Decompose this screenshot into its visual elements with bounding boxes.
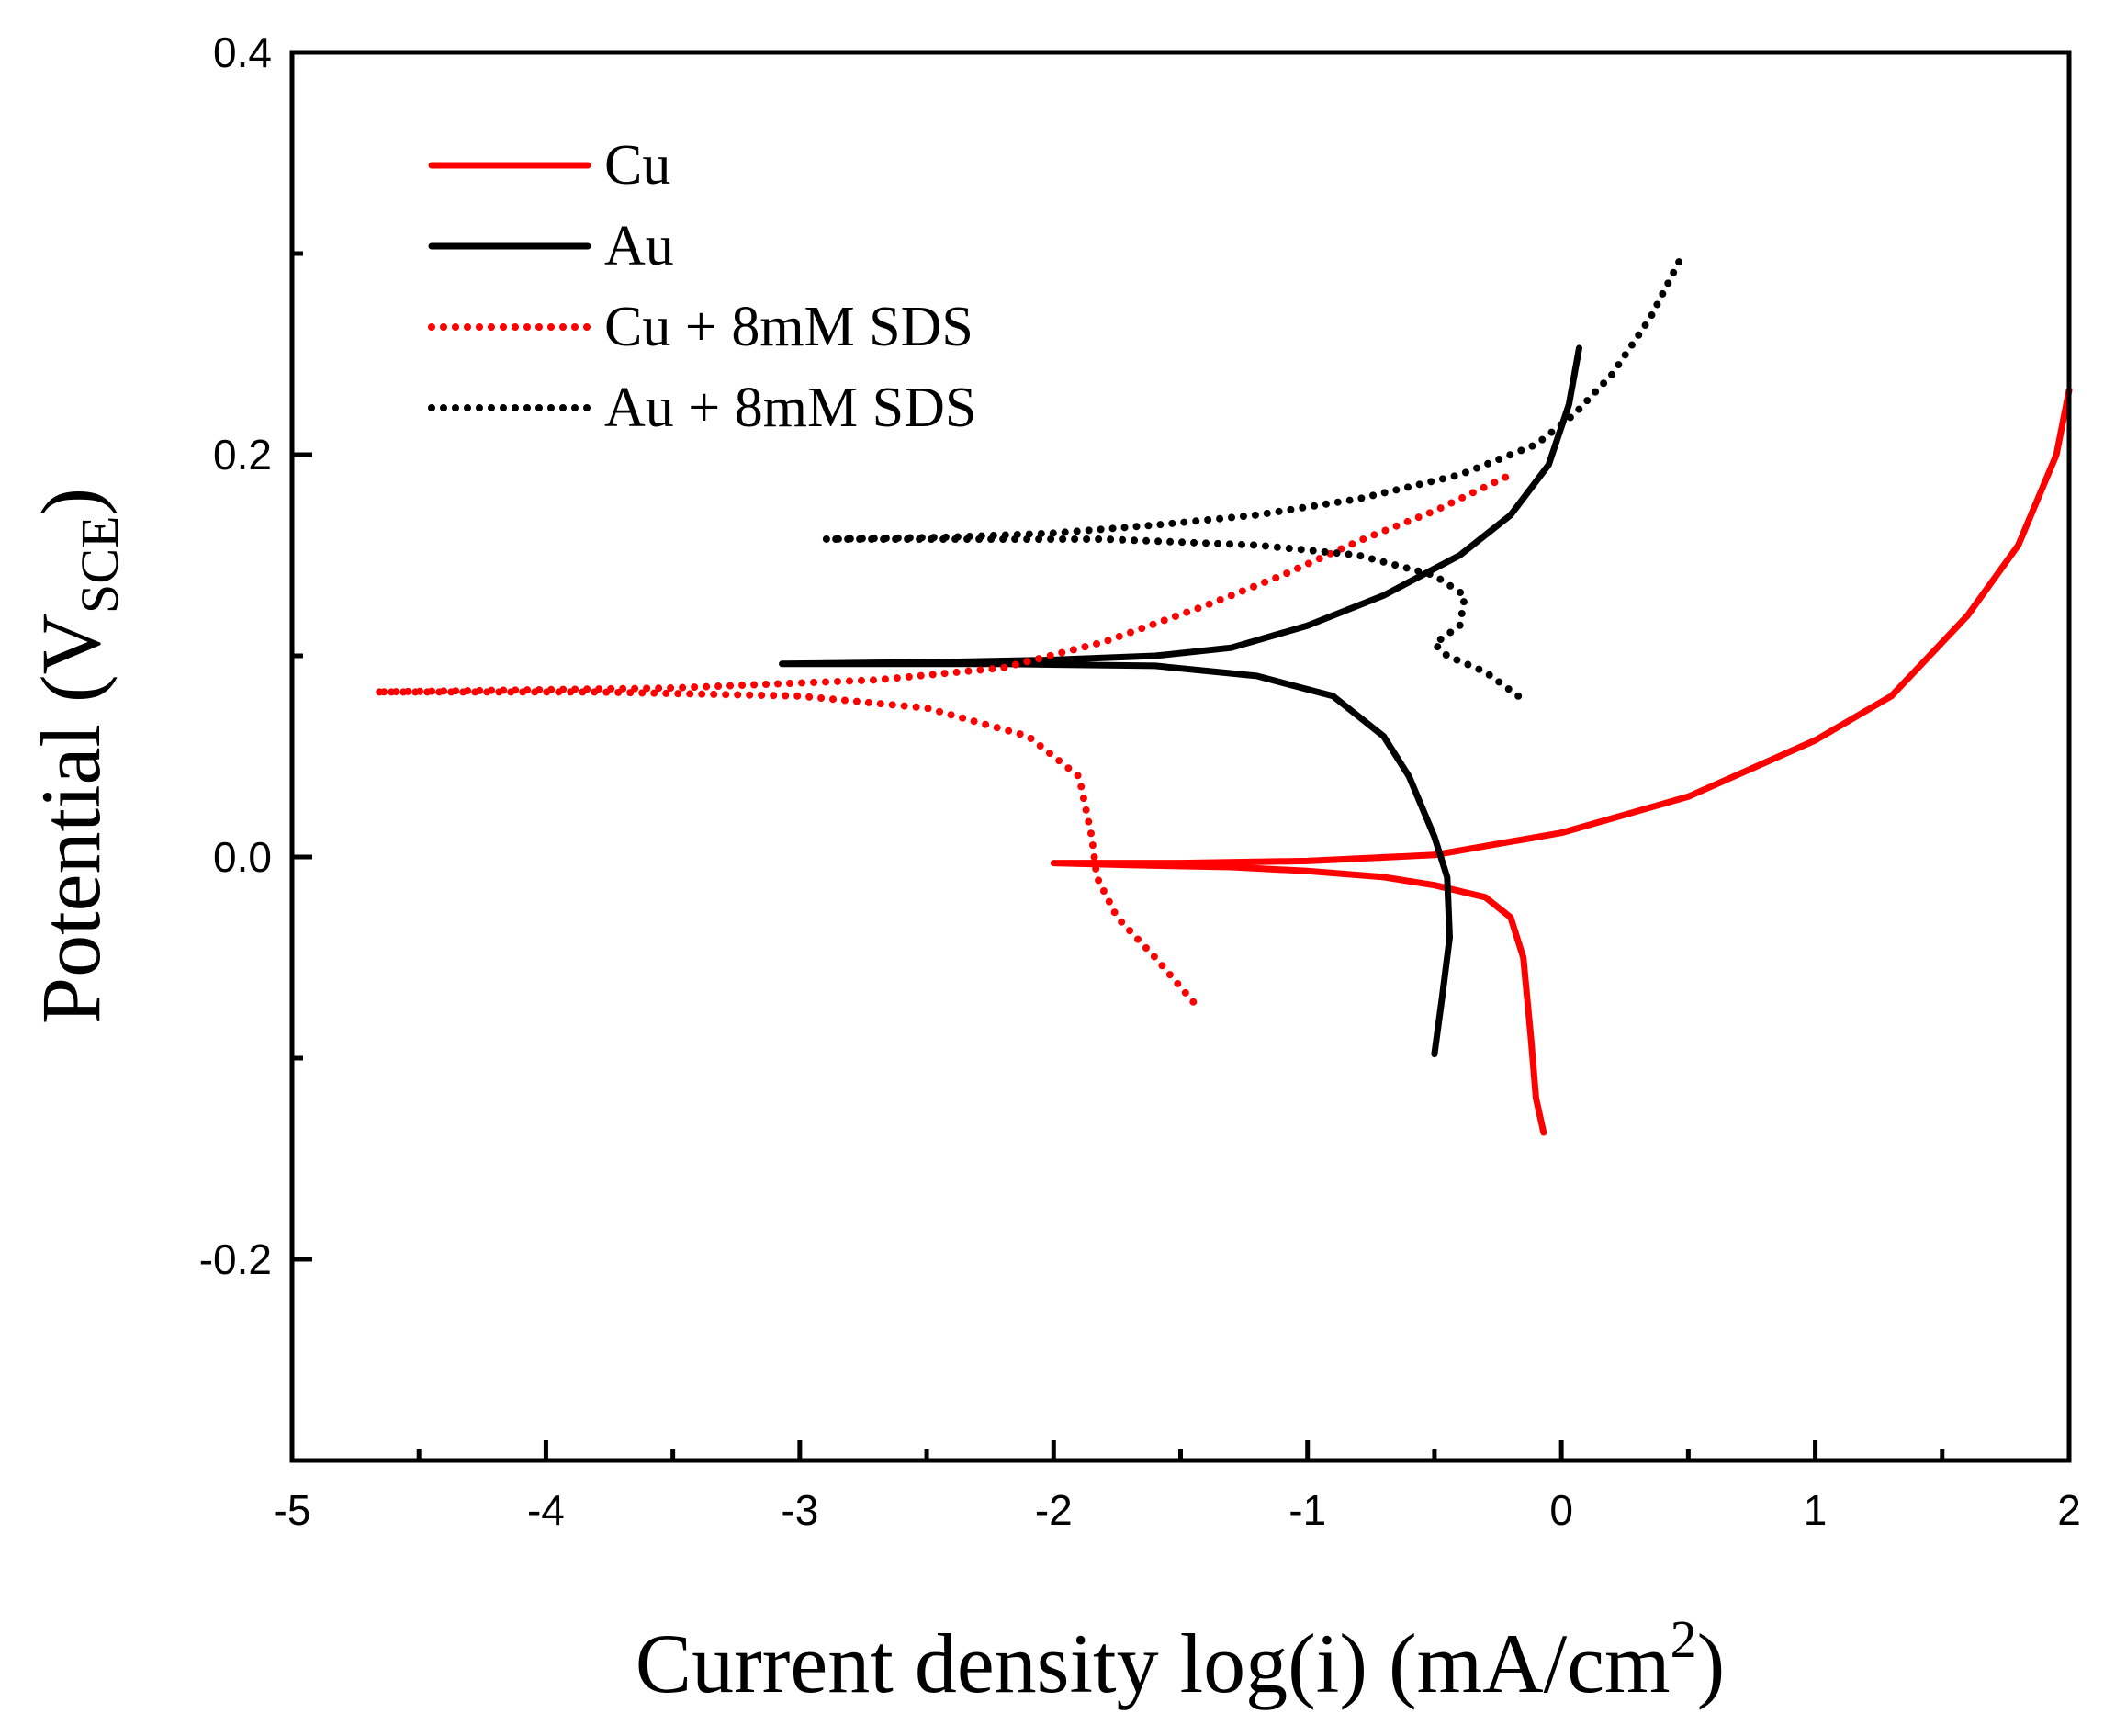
legend-label-3: Cu + 8mM SDS — [604, 296, 973, 358]
x-tick-label: -2 — [1035, 1486, 1073, 1534]
ticks-layer — [289, 50, 2072, 1463]
x-tick-label: -5 — [274, 1486, 311, 1534]
x-tick-label: 2 — [2057, 1486, 2081, 1534]
legend-label-1: Cu — [604, 134, 670, 197]
legend-label-2: Au — [604, 215, 674, 277]
series-line-1 — [1050, 387, 2073, 1136]
series-line-3 — [372, 470, 1514, 1006]
y-axis-title: Potential (VSCE) — [24, 488, 129, 1024]
series-line-4 — [821, 250, 1687, 700]
y-tick-label: -0.2 — [199, 1235, 272, 1283]
x-tick-label: 0 — [1549, 1486, 1573, 1534]
y-tick-label: 0.0 — [213, 833, 272, 881]
x-tick-label: 1 — [1804, 1486, 1828, 1534]
x-tick-label: -3 — [781, 1486, 818, 1534]
x-tick-label: -1 — [1288, 1486, 1326, 1534]
plot-frame — [289, 50, 2072, 1463]
y-tick-label: 0.4 — [213, 28, 272, 76]
x-tick-label: -4 — [527, 1486, 565, 1534]
legend: Cu Au Cu + 8mM SDS Au + 8mM SDS — [428, 134, 976, 439]
series-line-2 — [779, 344, 1582, 1058]
tick-labels-layer: -5 -4 -3 -2 -1 0 1 2 -0.2 0.0 0.2 0.4 — [199, 28, 2081, 1534]
series-layer — [372, 250, 2073, 1136]
legend-label-4: Au + 8mM SDS — [604, 377, 976, 439]
x-axis-title: Current density log(i) (mA/cm2) — [636, 1609, 1725, 1710]
y-tick-label: 0.2 — [213, 431, 272, 479]
